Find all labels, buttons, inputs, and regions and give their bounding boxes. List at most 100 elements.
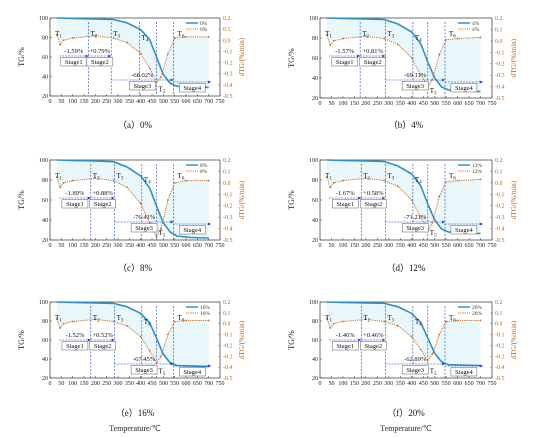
- stage-point-subscript: 4: [419, 323, 422, 328]
- stage-arrowhead: [111, 338, 115, 342]
- legend-tg-label: 20%: [472, 305, 483, 311]
- x-tick-label: 150: [80, 243, 89, 249]
- y-right-tick-label: 0.0: [495, 39, 503, 45]
- stage-name-box: [86, 57, 114, 67]
- stage-name-box: [130, 223, 158, 233]
- shaded-band: [326, 18, 481, 92]
- dtg-point: [166, 199, 169, 201]
- stage-point-subscript: 6: [182, 319, 185, 324]
- y-axis-label: TG/%: [17, 47, 26, 67]
- x-tick-label: 400: [407, 243, 416, 249]
- stage-name-label: Stage3: [406, 83, 424, 90]
- y-right-tick-label: 0.1: [223, 169, 231, 175]
- x-tick-label: 350: [125, 243, 134, 249]
- x-tick-label: 600: [182, 99, 191, 105]
- dtg-point: [342, 320, 344, 323]
- dtg-point: [325, 317, 328, 320]
- stage-name-label: Stage4: [455, 369, 473, 376]
- dtg-point: [166, 52, 169, 55]
- stage-point-label-t2: T2: [93, 314, 100, 324]
- dtg-point: [59, 43, 62, 46]
- x-tick-label: 500: [159, 99, 168, 105]
- y-right-tick-label: -0.5: [495, 96, 505, 102]
- dtg-point: [397, 324, 399, 327]
- mass-change-label: -62.89%: [404, 356, 427, 363]
- x-tick-label: 700: [204, 381, 213, 387]
- stage-point-subscript: 5: [163, 372, 166, 377]
- stage-point-subscript: 2: [97, 177, 100, 182]
- y-right-tick-label: -0.5: [495, 238, 505, 244]
- legend-tg-label: 0%: [200, 21, 208, 27]
- y-tick-label: 40: [42, 218, 48, 224]
- stage-point-subscript: 6: [453, 35, 456, 40]
- stage-point-subscript: 5: [434, 234, 437, 239]
- dtg-point: [126, 324, 128, 327]
- stage-arrowhead: [441, 362, 445, 366]
- stage-point-label-t2: T2: [363, 314, 370, 324]
- y-right-tick-label: 0.1: [223, 311, 231, 317]
- y-tick-label: 100: [39, 158, 48, 164]
- stage-arrowhead: [382, 338, 386, 342]
- x-tick-label: 550: [442, 243, 451, 249]
- mass-change-label: -1.52%: [65, 332, 85, 339]
- x-tick-label: 300: [114, 243, 123, 249]
- y-right-tick-label: -0.3: [495, 215, 505, 221]
- stage-name-label: Stage2: [91, 59, 109, 66]
- dtg-point: [410, 335, 413, 338]
- stage-name-box: [360, 341, 387, 351]
- dtg-point: [420, 74, 422, 77]
- stage-name-box: [179, 225, 206, 235]
- x-tick-label: 700: [204, 243, 213, 249]
- x-tick-label: 550: [442, 101, 451, 107]
- y-tick-label: 40: [312, 357, 318, 363]
- stage-point-label-t2: T2: [363, 172, 370, 182]
- x-tick-label: 150: [80, 381, 89, 387]
- stage-arrowhead: [441, 220, 445, 224]
- x-tick-label: 450: [148, 381, 157, 387]
- x-tick-label: 250: [373, 243, 382, 249]
- stage-arrowhead: [85, 54, 89, 58]
- stage-name-box: [130, 365, 158, 375]
- x-axis-label-right: Temperature/℃: [380, 424, 432, 433]
- stage-point-subscript: 4: [419, 181, 422, 186]
- y-right-tick-label: -0.4: [223, 83, 233, 89]
- x-tick-label: 600: [182, 243, 191, 249]
- x-tick-label: 0: [319, 101, 322, 107]
- y-right-tick-label: 0.2: [495, 16, 503, 22]
- y-tick-label: 20: [312, 96, 318, 102]
- x-tick-label: 600: [453, 243, 462, 249]
- tg-series-line: [326, 159, 481, 235]
- stage-name-box: [61, 199, 89, 209]
- dtg-point: [325, 34, 328, 37]
- y-tick-label: 60: [312, 338, 318, 344]
- mass-change-label: -1.57%: [335, 48, 355, 55]
- y-right-axis-label: dTG/(%/min): [510, 38, 518, 77]
- dtg-point: [410, 199, 413, 201]
- x-tick-label: 250: [102, 243, 111, 249]
- y-right-tick-label: -0.5: [223, 238, 233, 244]
- legend-dtg-label: 20%: [472, 311, 483, 317]
- x-tick-label: 350: [396, 381, 405, 387]
- dtg-point: [94, 318, 97, 321]
- x-tick-label: 0: [319, 381, 322, 387]
- tg-series-line: [326, 301, 481, 367]
- panel-6: 0 50 100 150 200 250 300 350 400 450 500 550 600 650 7…: [287, 300, 518, 418]
- stage-point-subscript: 1: [329, 35, 332, 40]
- stage-point-label-t6: T6: [449, 172, 456, 182]
- dtg-point: [71, 37, 74, 39]
- mass-change-label: -76.41%: [133, 214, 156, 221]
- x-tick-label: 250: [102, 99, 111, 105]
- x-tick-label: 100: [68, 99, 77, 105]
- x-tick-label: 350: [396, 243, 405, 249]
- y-tick-label: 20: [42, 238, 48, 244]
- stage-point-label-t3: T3: [117, 172, 124, 182]
- y-right-tick-label: -0.1: [223, 192, 233, 198]
- x-tick-label: 300: [114, 99, 123, 105]
- tg-series-line: [56, 17, 209, 89]
- x-tick-label: 300: [384, 101, 393, 107]
- dtg-point: [420, 216, 422, 219]
- stage-point-subscript: 6: [453, 319, 456, 324]
- legend-dtg-label: 16%: [200, 311, 211, 317]
- dtg-point: [332, 181, 335, 184]
- stage-point-label-t5: T5: [430, 367, 437, 377]
